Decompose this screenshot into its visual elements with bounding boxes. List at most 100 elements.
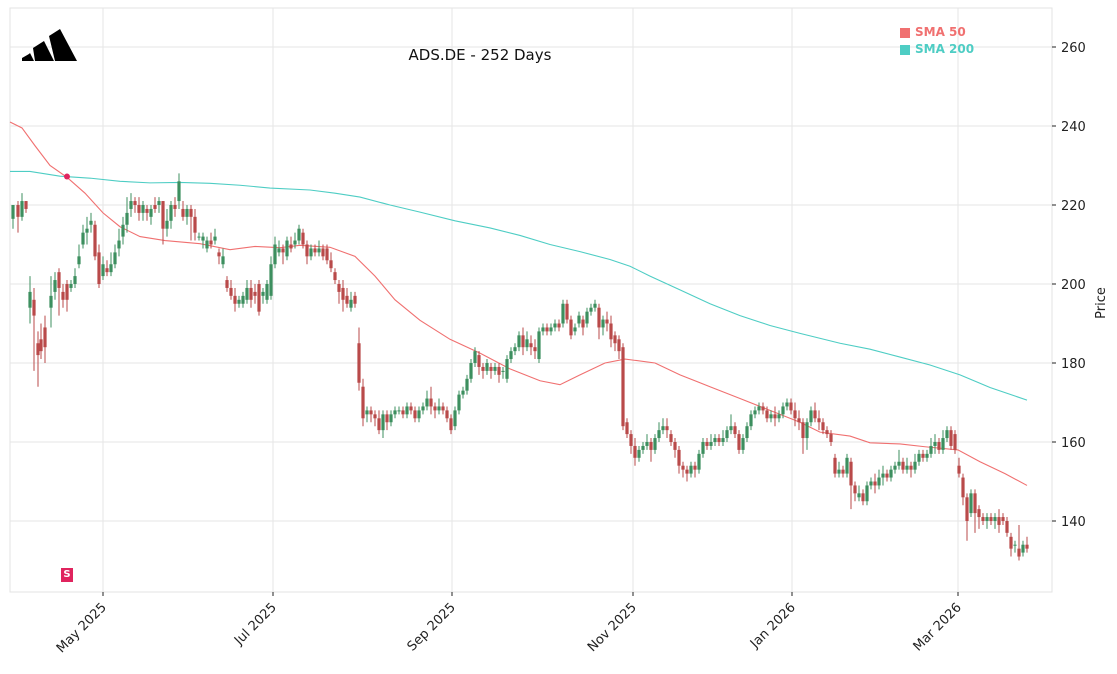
candle-body xyxy=(217,252,221,257)
candle-body xyxy=(589,307,593,312)
candle-body xyxy=(481,366,485,371)
candle-body xyxy=(429,398,433,407)
candle-body xyxy=(769,414,773,419)
candle-body xyxy=(405,406,409,415)
candle-body xyxy=(181,208,185,217)
candle-body xyxy=(477,355,481,367)
candle-body xyxy=(233,295,237,304)
candle-body xyxy=(849,461,853,486)
candle-body xyxy=(53,280,57,292)
candle-body xyxy=(889,469,893,478)
candle-body xyxy=(521,335,525,348)
candle-body xyxy=(545,327,549,332)
candle-body xyxy=(753,410,757,415)
candle-body xyxy=(73,276,77,284)
x-tick-label: Jul 2025 xyxy=(231,600,280,649)
candle-body xyxy=(789,402,793,411)
candle-body xyxy=(269,264,273,296)
y-tick-label: 140 xyxy=(1061,515,1086,530)
candle-body xyxy=(409,406,413,411)
legend-item-sma50: SMA 50 xyxy=(900,24,974,41)
candle-body xyxy=(133,201,137,205)
candle-body xyxy=(713,438,717,442)
candle-body xyxy=(805,422,809,439)
candle-body xyxy=(517,335,521,348)
candle-body xyxy=(677,449,681,466)
candle-body xyxy=(921,453,925,458)
candle-body xyxy=(273,244,277,265)
candle-body xyxy=(65,284,69,300)
candle-body xyxy=(741,438,745,450)
candle-body xyxy=(185,208,189,217)
candle-body xyxy=(305,244,309,257)
candle-body xyxy=(693,465,697,470)
candle-body xyxy=(229,287,233,296)
candle-body xyxy=(341,287,345,300)
candle-body xyxy=(89,220,93,225)
candle-body xyxy=(657,430,661,439)
candle-body xyxy=(981,517,985,521)
candle-body xyxy=(949,430,953,446)
sell-signal-marker: S xyxy=(61,568,73,582)
candle-body xyxy=(249,287,253,300)
candle-body xyxy=(569,319,573,336)
candle-body xyxy=(837,469,841,474)
candle-body xyxy=(509,351,513,360)
candle-body xyxy=(557,323,561,328)
candle-body xyxy=(389,414,393,423)
candle-body xyxy=(373,414,377,419)
candle-body xyxy=(605,319,609,324)
candle-body xyxy=(565,303,569,320)
candle-body xyxy=(93,224,97,257)
candle-body xyxy=(593,303,597,308)
candle-body xyxy=(253,291,257,296)
candle-body xyxy=(313,248,317,253)
candle-body xyxy=(613,335,617,344)
candle-body xyxy=(633,445,637,458)
candle-body xyxy=(761,406,765,411)
candle-body xyxy=(16,205,20,217)
candle-body xyxy=(573,327,577,332)
candle-body xyxy=(829,434,833,442)
candle-body xyxy=(169,205,173,221)
candle-body xyxy=(20,201,24,217)
candle-body xyxy=(721,438,725,442)
candle-body xyxy=(329,260,333,269)
candle-body xyxy=(413,410,417,419)
candle-body xyxy=(801,422,805,439)
candle-body xyxy=(317,248,321,253)
candle-body xyxy=(11,205,15,219)
candle-body xyxy=(32,299,36,316)
candle-body xyxy=(293,240,297,245)
candle-body xyxy=(377,418,381,431)
candle-body xyxy=(793,410,797,419)
candle-body xyxy=(577,315,581,324)
x-tick-label: Mar 2026 xyxy=(911,600,965,654)
candle-body xyxy=(325,248,329,261)
candle-body xyxy=(749,414,753,427)
candle-body xyxy=(821,422,825,431)
candle-body xyxy=(601,319,605,328)
candle-body xyxy=(709,442,713,446)
candle-body xyxy=(777,414,781,419)
y-tick-label: 260 xyxy=(1061,41,1086,56)
legend-label-sma200: SMA 200 xyxy=(915,42,975,56)
candle-body xyxy=(113,252,117,265)
candle-body xyxy=(561,303,565,324)
candle-body xyxy=(765,410,769,419)
candle-body xyxy=(161,201,165,229)
candle-body xyxy=(417,410,421,419)
candle-body xyxy=(297,228,301,241)
y-tick-label: 240 xyxy=(1061,120,1086,135)
candle-body xyxy=(193,216,197,233)
candle-body xyxy=(729,426,733,431)
y-tick-label: 220 xyxy=(1061,199,1086,214)
candle-body xyxy=(553,323,557,328)
candle-body xyxy=(913,461,917,470)
candle-body xyxy=(901,461,905,470)
candle-body xyxy=(385,414,389,423)
candle-body xyxy=(725,430,729,439)
candle-body xyxy=(661,426,665,431)
candle-body xyxy=(641,445,645,450)
candle-body xyxy=(865,485,869,502)
